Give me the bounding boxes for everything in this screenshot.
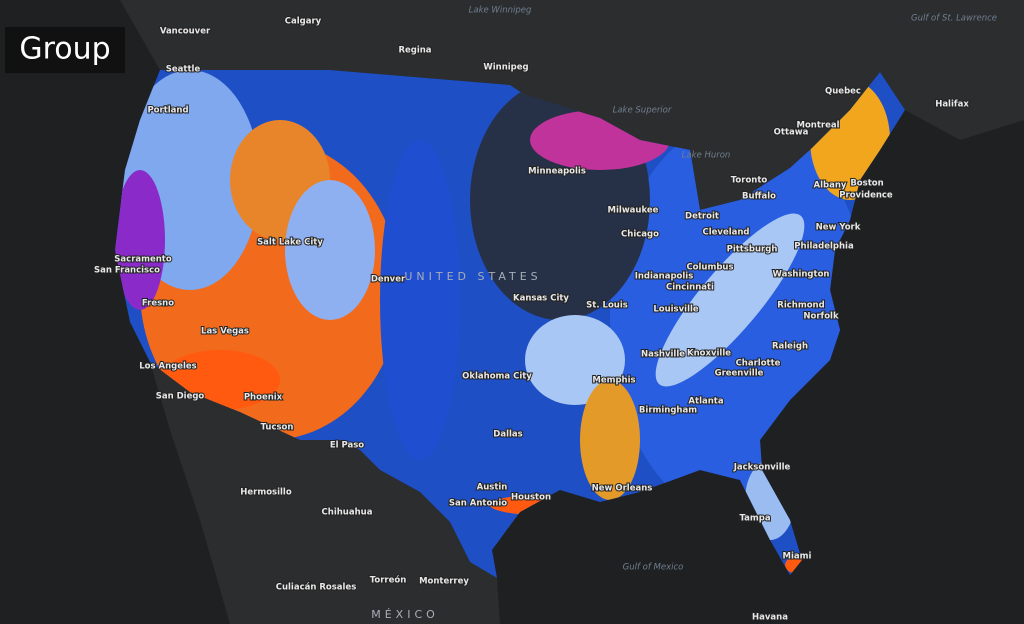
canada-land: [0, 0, 1024, 210]
place-label: Raleigh: [772, 342, 808, 352]
place-label: Greenville: [715, 369, 764, 379]
place-label: El Paso: [330, 441, 364, 451]
place-label: Torreón: [370, 575, 407, 586]
place-label: Nashville: [641, 350, 685, 360]
place-label: MÉXICO: [371, 608, 439, 621]
place-label: Pittsburgh: [727, 245, 778, 255]
place-label: Indianapolis: [635, 272, 694, 282]
place-label: Toronto: [731, 176, 768, 186]
place-label: Cleveland: [702, 228, 749, 238]
place-label: Tucson: [261, 423, 294, 433]
title: Group: [19, 32, 110, 67]
place-label: Sacramento: [114, 255, 172, 265]
place-label: Knoxville: [687, 349, 731, 359]
place-label: Buffalo: [742, 192, 776, 202]
mexico-land: [150, 362, 500, 624]
place-label: Vancouver: [160, 27, 211, 37]
place-label: Denver: [371, 275, 406, 285]
place-label: San Antonio: [449, 499, 507, 509]
place-label: Philadelphia: [794, 242, 854, 252]
place-label: Los Angeles: [139, 362, 197, 372]
place-label: Regina: [398, 46, 431, 56]
place-label: Monterrey: [419, 577, 469, 587]
place-label: Seattle: [166, 65, 201, 75]
place-label: Halifax: [935, 100, 969, 110]
place-label: Memphis: [592, 376, 635, 386]
place-label: New York: [816, 223, 861, 233]
place-label: Ottawa: [774, 128, 809, 138]
place-label: Atlanta: [688, 397, 723, 407]
place-label: Minneapolis: [528, 167, 586, 177]
place-label: Albany: [814, 181, 847, 191]
place-label: New Orleans: [592, 484, 653, 494]
place-label: Louisville: [653, 305, 699, 315]
place-label: Montreal: [796, 121, 839, 131]
place-label: Kansas City: [513, 294, 569, 304]
place-label: Richmond: [777, 301, 824, 311]
place-label: Lake Superior: [613, 106, 672, 116]
place-label: Milwaukee: [608, 206, 659, 216]
place-label: Cincinnati: [666, 283, 714, 293]
place-label: Charlotte: [736, 359, 781, 369]
place-label: Lake Huron: [682, 151, 731, 161]
place-label: Providence: [839, 191, 893, 201]
place-label: Salt Lake City: [257, 238, 323, 248]
place-label: San Francisco: [94, 266, 160, 276]
place-label: Austin: [477, 483, 508, 493]
place-label: Dallas: [493, 430, 522, 440]
place-label: Gulf of St. Lawrence: [911, 14, 997, 24]
place-label: Fresno: [142, 299, 174, 309]
place-label: Washington: [773, 270, 830, 280]
place-label: Boston: [850, 179, 883, 189]
place-label: Chihuahua: [322, 508, 373, 518]
place-label: Houston: [511, 493, 551, 503]
place-label: Calgary: [285, 17, 322, 27]
place-label: Oklahoma City: [462, 372, 532, 382]
labels: Vancouver Calgary Regina Winnipeg Lake Winni…: [93, 6, 997, 624]
place-label: Detroit: [685, 212, 719, 222]
place-label: Portland: [147, 106, 188, 116]
place-label: Havana: [752, 613, 788, 623]
place-label: Hermosillo: [240, 488, 292, 498]
place-label: Miami: [783, 552, 812, 562]
place-label: Gulf of Mexico: [623, 563, 684, 573]
place-label: Las Vegas: [201, 327, 249, 337]
place-label: St. Louis: [586, 301, 628, 311]
place-label: Tampa: [739, 514, 770, 524]
place-label: Culiacán Rosales: [276, 583, 357, 593]
place-label: Columbus: [686, 263, 733, 273]
place-label: Jacksonville: [733, 463, 791, 473]
place-label: Norfolk: [803, 312, 839, 322]
place-label: Winnipeg: [483, 63, 528, 73]
place-label: Chicago: [621, 230, 659, 240]
place-label: Phoenix: [244, 393, 283, 403]
place-label: Lake Winnipeg: [469, 6, 532, 16]
place-label: Quebec: [825, 87, 861, 97]
title-box: [5, 27, 125, 73]
place-label: Birmingham: [639, 406, 697, 416]
place-label: UNITED STATES: [404, 270, 541, 283]
place-label: San Diego: [156, 392, 205, 402]
